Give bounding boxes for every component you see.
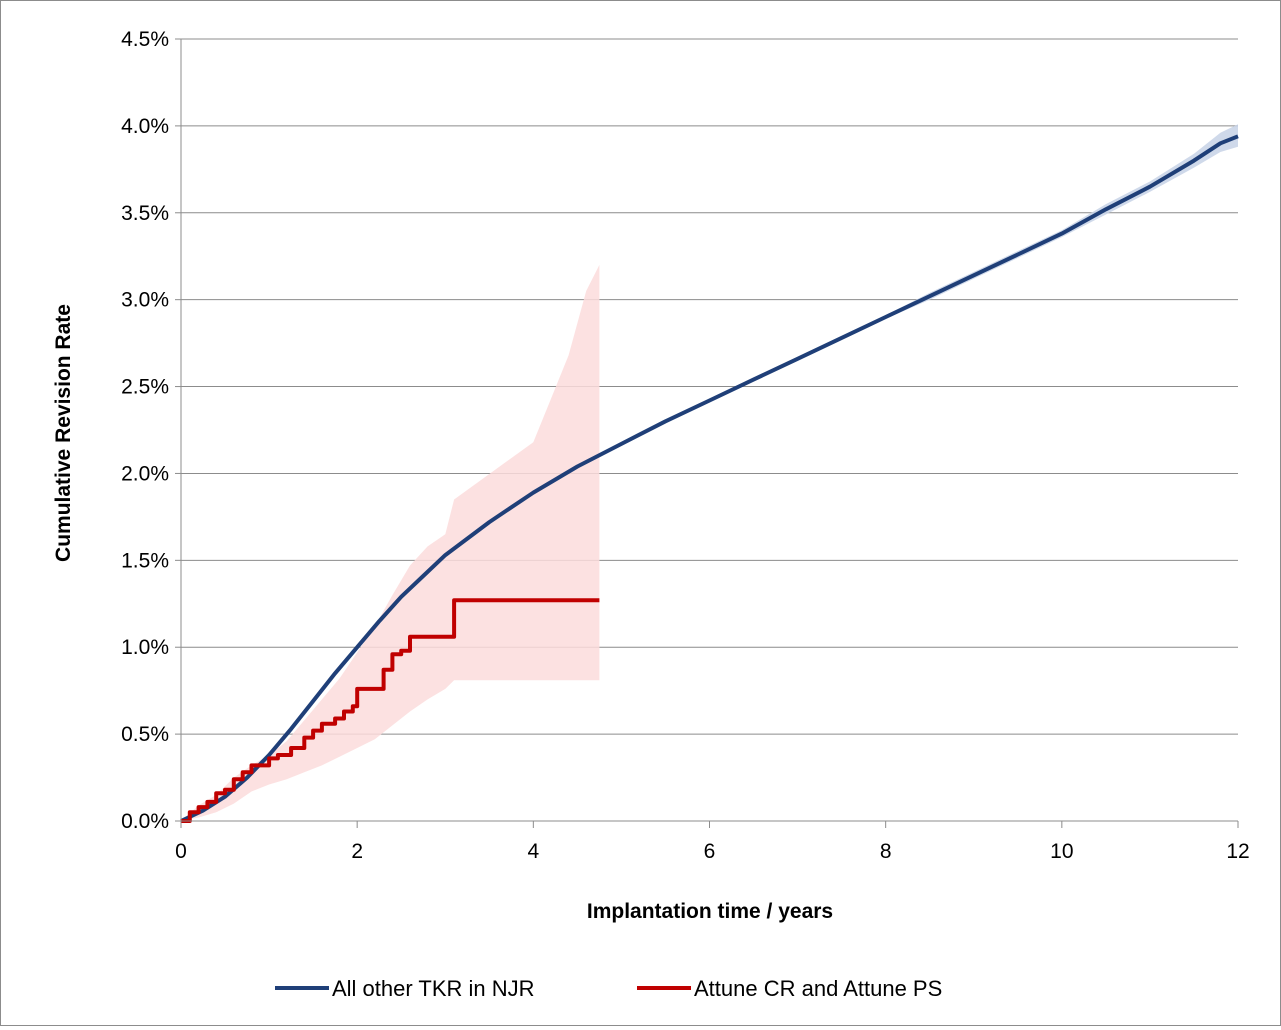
x-axis-title: Implantation time / years bbox=[587, 900, 833, 923]
y-tick-label: 3.5% bbox=[121, 202, 169, 225]
confidence-band bbox=[181, 264, 600, 821]
x-tick-label: 2 bbox=[351, 840, 363, 863]
y-axis-title: Cumulative Revision Rate bbox=[52, 304, 75, 562]
confidence-bands bbox=[181, 124, 1238, 821]
legend-label: Attune CR and Attune PS bbox=[694, 976, 942, 1001]
x-tick-label: 8 bbox=[880, 840, 892, 863]
legend-label: All other TKR in NJR bbox=[332, 976, 535, 1001]
x-tick-label: 10 bbox=[1050, 840, 1073, 863]
y-tick-label: 1.5% bbox=[121, 549, 169, 572]
x-tick-label: 6 bbox=[704, 840, 716, 863]
y-tick-label: 4.5% bbox=[121, 28, 169, 51]
y-tick-label: 2.5% bbox=[121, 376, 169, 399]
legend: All other TKR in NJR Attune CR and Attune… bbox=[275, 976, 942, 1001]
series-lines bbox=[180, 134, 1239, 823]
y-tick-labels: 0.0% 0.5% 1.0% 1.5% 2.0% 2.5% 3.0% 3.5% 4.0% 4.5% bbox=[121, 28, 169, 833]
gridlines bbox=[181, 38, 1238, 735]
x-tick-label: 12 bbox=[1226, 840, 1249, 863]
series-line bbox=[181, 598, 600, 823]
x-tick-label: 0 bbox=[175, 840, 187, 863]
y-tick-label: 3.0% bbox=[121, 289, 169, 312]
y-tick-label: 0.5% bbox=[121, 723, 169, 746]
x-tick-label: 4 bbox=[527, 840, 539, 863]
axes bbox=[175, 38, 1239, 828]
y-tick-label: 2.0% bbox=[121, 462, 169, 485]
series-line bbox=[180, 134, 1239, 823]
y-tick-label: 1.0% bbox=[121, 636, 169, 659]
x-tick-labels: 0 2 4 6 8 10 12 bbox=[175, 840, 1250, 863]
y-tick-label: 4.0% bbox=[121, 115, 169, 138]
y-tick-label: 0.0% bbox=[121, 810, 169, 833]
